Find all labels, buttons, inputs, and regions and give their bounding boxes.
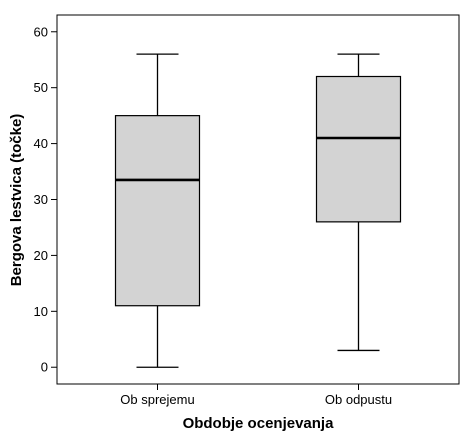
iqr-box bbox=[315, 75, 402, 223]
x-tick-label: Ob sprejemu bbox=[120, 392, 194, 407]
y-axis-title: Bergova lestvica (točke) bbox=[8, 114, 25, 287]
y-axis: 0 10 20 30 40 50 60 bbox=[34, 24, 57, 375]
x-axis-title: Obdobje ocenjevanja bbox=[183, 415, 335, 432]
x-tick-label: Ob odpustu bbox=[325, 392, 392, 407]
x-axis: Ob sprejemu Ob odpustu bbox=[120, 384, 392, 407]
y-tick-label: 30 bbox=[34, 192, 48, 207]
y-tick-label: 60 bbox=[34, 24, 48, 39]
y-tick-label: 50 bbox=[34, 80, 48, 95]
iqr-box bbox=[114, 115, 201, 307]
y-tick-label: 10 bbox=[34, 304, 48, 319]
boxes bbox=[114, 53, 402, 368]
y-tick-label: 0 bbox=[41, 360, 48, 375]
y-tick-label: 20 bbox=[34, 248, 48, 263]
y-tick-label: 40 bbox=[34, 136, 48, 151]
box-1 bbox=[315, 53, 402, 352]
box-0 bbox=[114, 53, 201, 368]
